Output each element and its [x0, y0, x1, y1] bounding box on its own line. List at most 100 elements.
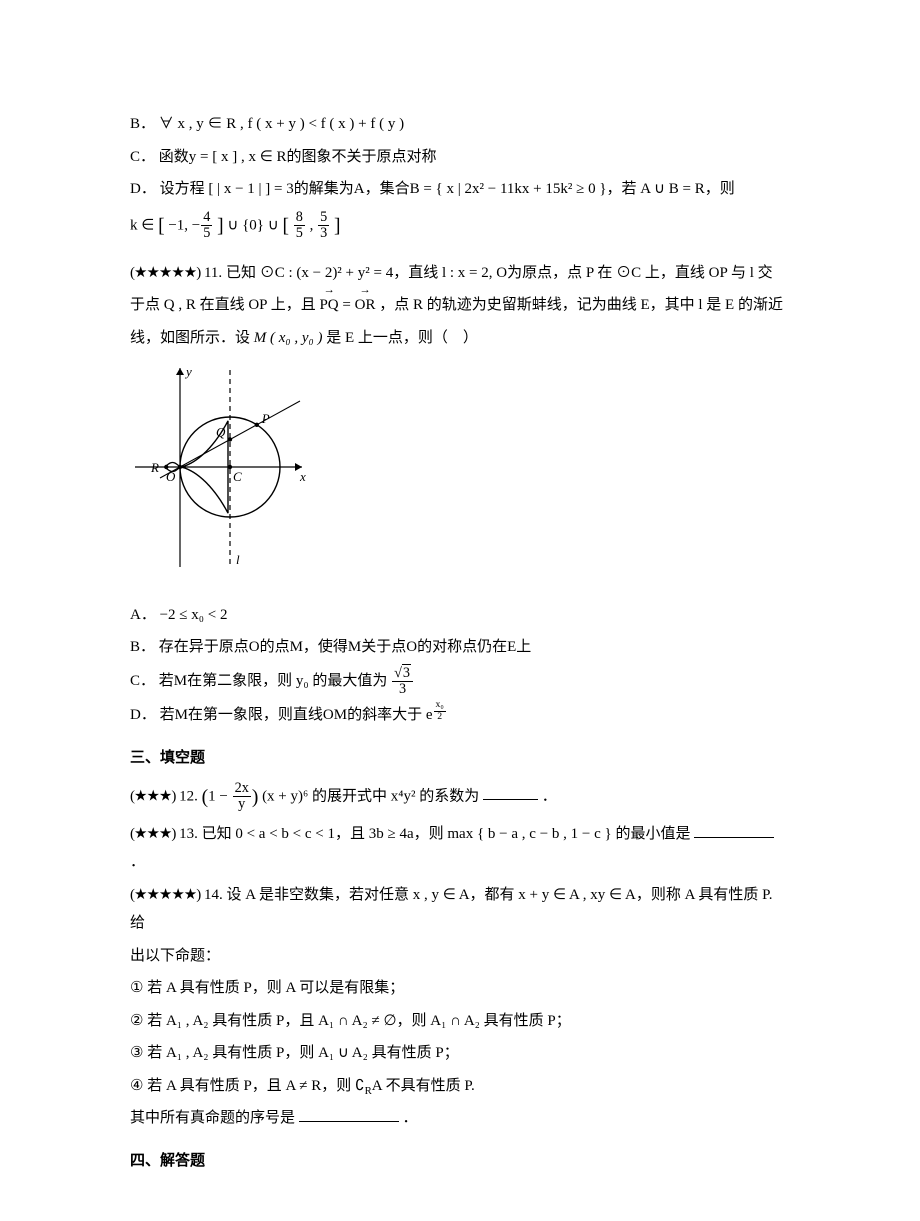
svg-text:R: R: [150, 460, 159, 475]
q14-item1: ① 若 A 具有性质 P，则 A 可以是有限集；: [130, 974, 790, 1003]
q14-blank[interactable]: [299, 1107, 399, 1122]
option-b: B． ∀ x , y ∈ R , f ( x + y ) < f ( x ) +…: [130, 110, 790, 139]
option-d-frac-b1: 85: [294, 210, 305, 241]
q12-difficulty: (★★★): [130, 788, 175, 804]
cissoid-diagram: yxORCPQl: [130, 362, 310, 572]
q12-post: ．: [542, 788, 557, 804]
q14-label: 14.: [204, 887, 223, 903]
option-d-label: D．: [130, 181, 156, 197]
question-14-line2: 出以下命题：: [130, 942, 790, 971]
question-11: (★★★★★) 11. 已知 ⊙C : (x − 2)² + y² = 4，直线…: [130, 259, 790, 731]
q14-item4-post: 不具有性质 P.: [386, 1078, 475, 1094]
q11-option-d: D． 若M在第一象限，则直线OM的斜率大于 ex₀2: [130, 700, 790, 730]
q14-item1-text: 若 A 具有性质 P，则 A 可以是有限集；: [147, 980, 404, 996]
vec-or-text: OR: [355, 297, 376, 313]
q11-stem-1: 已知 ⊙C : (x − 2)² + y² = 4，直线 l : x = 2, …: [226, 265, 773, 281]
q11-line3: 线，如图所示．设 M ( x₀ , y₀ ) 是 E 上一点，则（ ）: [130, 324, 790, 353]
q14-stem-2: 出以下命题：: [130, 948, 220, 964]
option-c: C． 函数y = [ x ] , x ∈ R的图象不关于原点对称: [130, 143, 790, 172]
vec-pq-text: PQ: [319, 297, 338, 313]
section-4-title: 四、解答题: [130, 1147, 790, 1176]
circled-4: ④: [130, 1072, 143, 1101]
question-14-line1: (★★★★★) 14. 设 A 是非空数集，若对任意 x , y ∈ A，都有 …: [130, 881, 790, 938]
svg-text:C: C: [233, 469, 242, 484]
q11-optD-label: D．: [130, 708, 156, 724]
q11-option-c: C． 若M在第二象限，则 y₀ 的最大值为 3 3: [130, 666, 790, 697]
q11-stem2-pre: 于点 Q , R 在直线 OP 上，且: [130, 297, 319, 313]
frac-den: 3: [392, 681, 413, 697]
option-d: D． 设方程 [ | x − 1 | ] = 3的解集为A，集合B = { x …: [130, 175, 790, 204]
option-d-kin: k ∈: [130, 217, 154, 233]
option-d-pre: 设方程 [ | x − 1 | ] = 3的解集为A，集合B = { x | 2…: [160, 181, 735, 197]
q12-blank[interactable]: [483, 785, 538, 800]
option-d-frac-b2: 53: [318, 210, 329, 241]
q14-item2: ② 若 A₁ , A₂ 具有性质 P，且 A₁ ∩ A₂ ≠ ∅，则 A₁ ∩ …: [130, 1007, 790, 1036]
q11-stem3-post: 是 E 上一点，则（ ）: [326, 330, 478, 346]
svg-text:y: y: [184, 364, 192, 379]
q14-difficulty: (★★★★★): [130, 887, 200, 903]
q11-difficulty: (★★★★★): [130, 265, 200, 281]
q13-label: 13.: [179, 826, 198, 842]
frac-den: 5: [201, 225, 212, 241]
q11-option-b: B． 存在异于原点O的点M，使得M关于点O的对称点仍在E上: [130, 633, 790, 662]
frac-num: 5: [318, 210, 329, 225]
svg-text:x: x: [299, 469, 306, 484]
q14-item3-text: 若 A₁ , A₂ 具有性质 P，则 A₁ ∪ A₂ 具有性质 P；: [147, 1045, 459, 1061]
q14-item4: ④ 若 A 具有性质 P，且 A ≠ R，则 ∁RA 不具有性质 P.: [130, 1072, 790, 1101]
q11-optA-label: A．: [130, 607, 156, 623]
frac-den: y: [233, 796, 251, 812]
q11-optB-label: B．: [130, 639, 155, 655]
q11-stem2-post: ，点 R 的轨迹为史留斯蚌线，记为曲线 E，其中 l 是 E 的渐近: [379, 297, 783, 313]
frac-num: 2x: [233, 781, 251, 796]
frac-num: 8: [294, 210, 305, 225]
question-13: (★★★) 13. 已知 0 < a < b < c < 1，且 3b ≥ 4a…: [130, 820, 790, 877]
q11-diagram: yxORCPQl: [130, 362, 790, 583]
svg-text:P: P: [261, 411, 270, 426]
q11-e: e: [426, 708, 433, 724]
q14-stem-1: 设 A 是非空数集，若对任意 x , y ∈ A，都有 x + y ∈ A , …: [130, 887, 773, 932]
q11-stem3-pre: 线，如图所示．设: [130, 330, 254, 346]
q12-label: 12.: [179, 788, 198, 804]
svg-text:l: l: [236, 552, 240, 567]
q11-optC-frac: 3 3: [392, 666, 413, 697]
option-d-mid: ∪ {0} ∪: [227, 217, 278, 233]
option-b-text: ∀ x , y ∈ R , f ( x + y ) < f ( x ) + f …: [159, 116, 404, 132]
frac-den: 5: [294, 225, 305, 241]
option-c-label: C．: [130, 149, 155, 165]
q11-optC-label: C．: [130, 672, 155, 688]
q13-text: 已知 0 < a < b < c < 1，且 3b ≥ 4a，则 max { b…: [202, 826, 695, 842]
q14-ask-pre: 其中所有真命题的序号是: [130, 1110, 299, 1126]
q11-label: 11.: [204, 265, 222, 281]
q12-mid: (x + y)⁶ 的展开式中 x⁴y² 的系数为: [262, 788, 483, 804]
section-3-title: 三、填空题: [130, 744, 790, 773]
q11-line1: (★★★★★) 11. 已知 ⊙C : (x − 2)² + y² = 4，直线…: [130, 259, 790, 288]
svg-text:Q: Q: [216, 425, 226, 440]
q13-difficulty: (★★★): [130, 826, 175, 842]
frac-den: 2: [434, 711, 446, 722]
option-d-int-a: −1, −: [168, 217, 200, 233]
sqrt-icon: 3: [394, 666, 411, 681]
q14-ask-post: ．: [403, 1110, 418, 1126]
eq-sign: =: [342, 297, 354, 313]
vector-or: OR: [355, 291, 376, 320]
complement-arg: A: [372, 1078, 382, 1094]
vector-pq: PQ: [319, 291, 338, 320]
q11-optD-frac: x₀2: [434, 700, 446, 721]
complement-symbol: ∁: [355, 1078, 365, 1094]
q11-optD-pre: 若M在第一象限，则直线OM的斜率大于: [160, 708, 423, 724]
frac-num: 3: [392, 666, 413, 681]
q11-line2: 于点 Q , R 在直线 OP 上，且 PQ = OR ，点 R 的轨迹为史留斯…: [130, 291, 790, 320]
q11-optC-pre: 若M在第二象限，则 y₀ 的最大值为: [159, 672, 388, 688]
option-c-text: 函数y = [ x ] , x ∈ R的图象不关于原点对称: [159, 149, 437, 165]
q14-item4-pre: 若 A 具有性质 P，且 A ≠ R，则: [147, 1078, 355, 1094]
q14-item2-text: 若 A₁ , A₂ 具有性质 P，且 A₁ ∩ A₂ ≠ ∅，则 A₁ ∩ A₂…: [147, 1013, 571, 1029]
q11-option-a: A． −2 ≤ x₀ < 2: [130, 601, 790, 630]
q13-blank[interactable]: [694, 823, 774, 838]
circled-1: ①: [130, 974, 143, 1003]
q11-optB-text: 存在异于原点O的点M，使得M关于点O的对称点仍在E上: [159, 639, 532, 655]
frac-num: x₀: [434, 700, 446, 710]
q11-point: M ( x₀ , y₀ ): [254, 330, 323, 346]
circled-3: ③: [130, 1039, 143, 1068]
frac-den: 3: [318, 225, 329, 241]
radicand: 3: [402, 664, 411, 681]
